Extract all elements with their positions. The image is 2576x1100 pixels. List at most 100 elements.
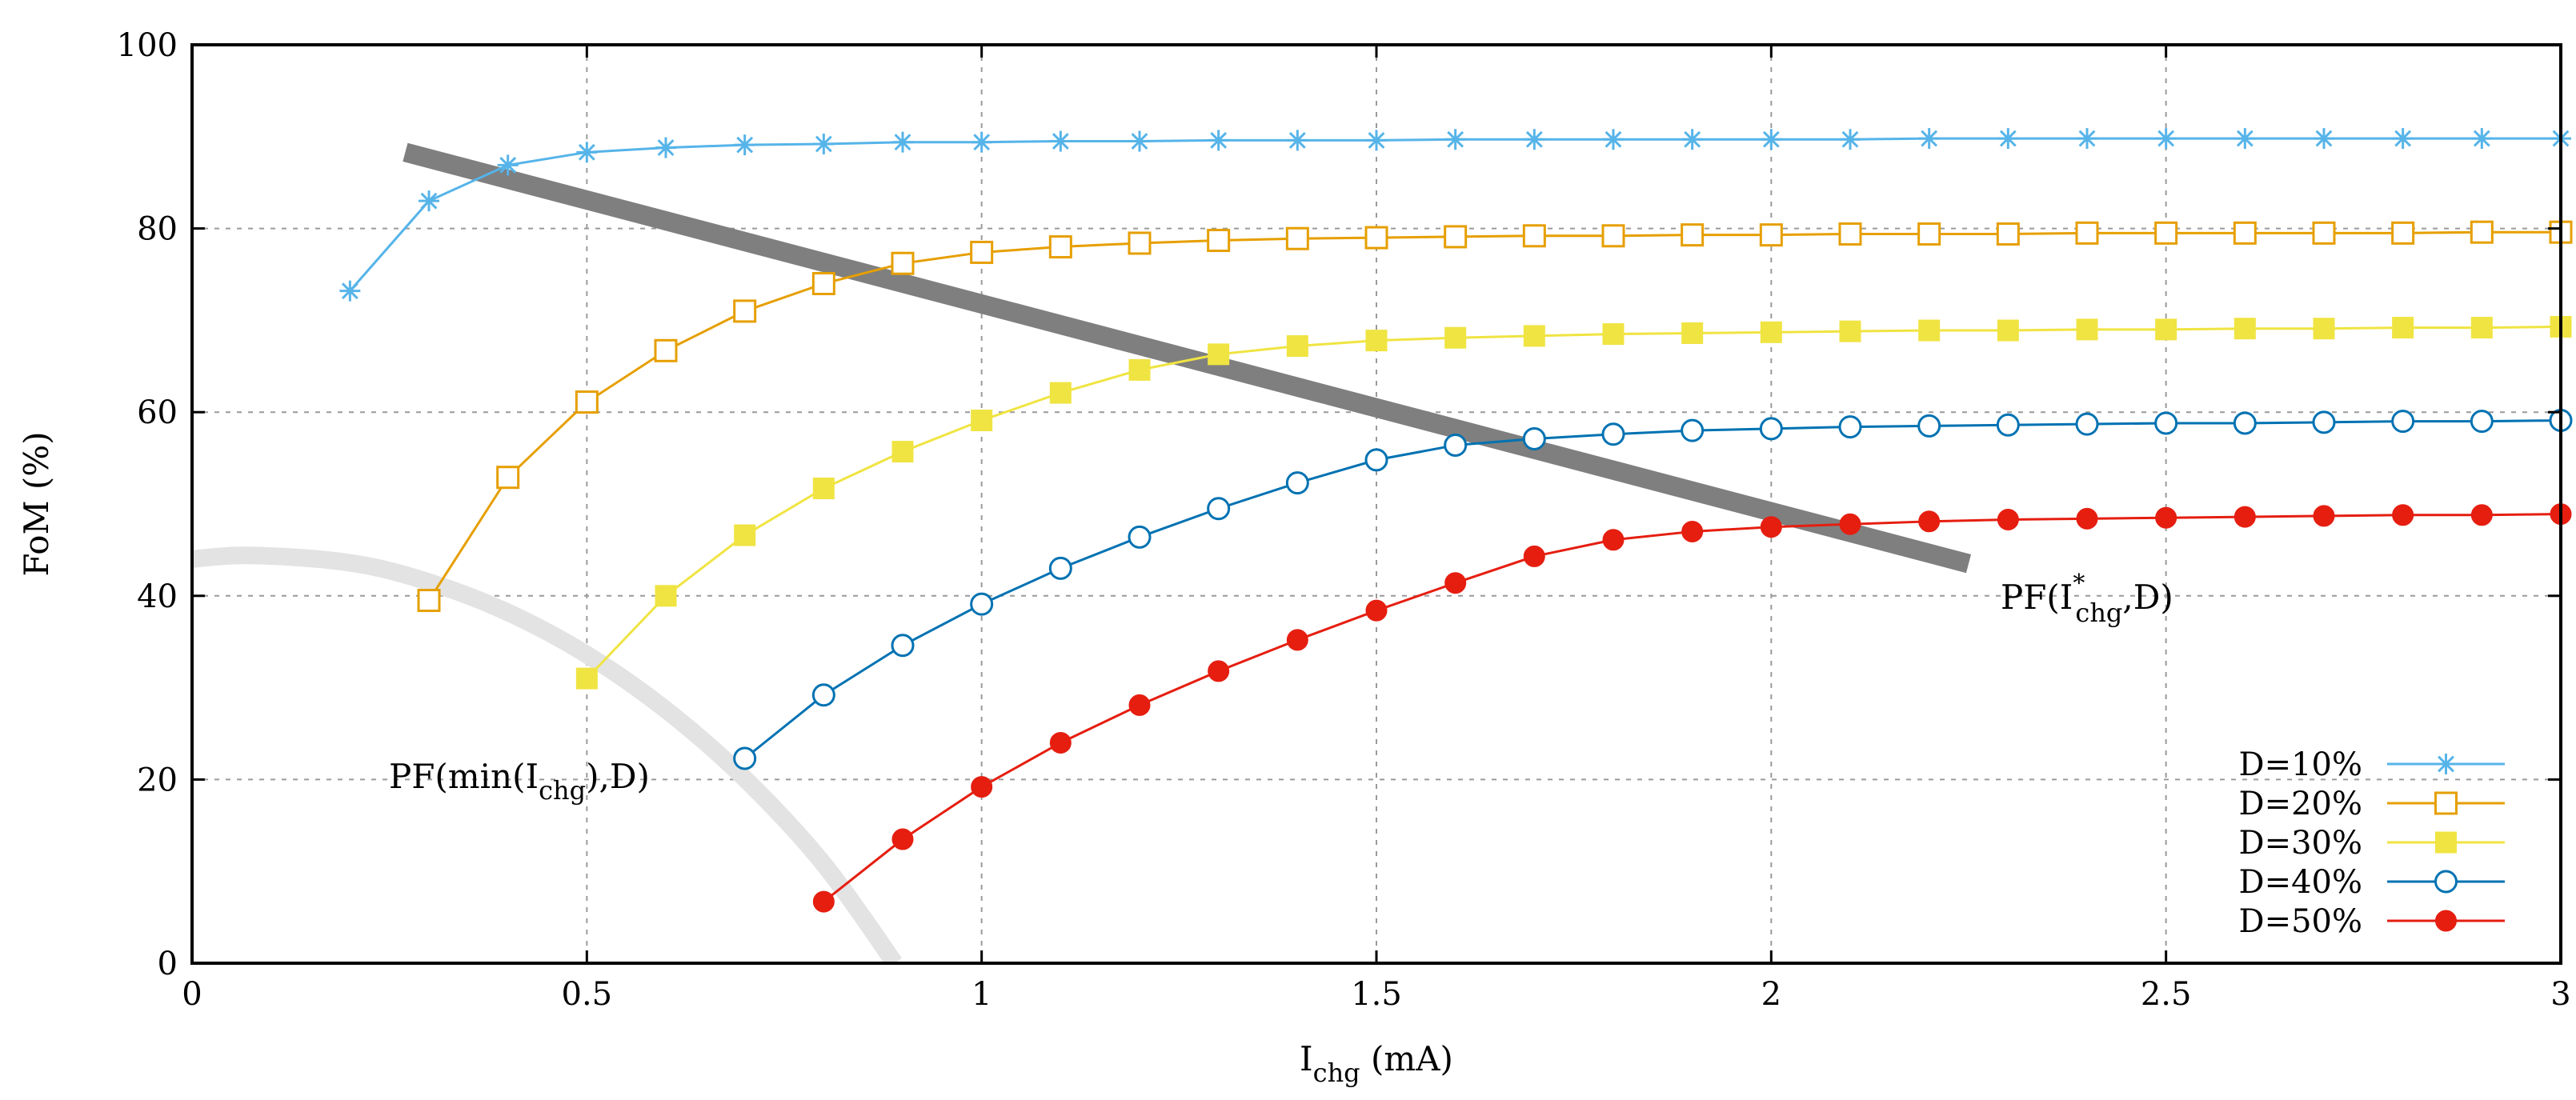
star-stroke	[2078, 130, 2096, 147]
data-point-d50	[891, 828, 914, 850]
data-point-d10	[1840, 129, 1861, 150]
x-axis-title: Ichg (mA)	[1300, 1039, 1453, 1088]
y-tick-label: 60	[137, 394, 178, 431]
data-point-d50	[971, 776, 993, 798]
axis-ticks: 0 0.5 1 1.5 2 2.5 3 0 20 40 60 80 100	[117, 27, 2571, 1013]
data-point-d40	[811, 683, 835, 707]
data-point-d30	[575, 667, 598, 690]
data-point-d40	[2233, 411, 2257, 435]
data-point-d20	[2233, 221, 2257, 245]
data-point-d30	[1918, 319, 1941, 342]
x-axis-title-unit: (mA)	[1360, 1039, 1453, 1078]
star-stroke	[1131, 133, 1148, 150]
data-point-d10	[1603, 129, 1624, 150]
data-point-d40	[1522, 426, 1546, 450]
annot-post: ,D)	[2122, 578, 2173, 617]
data-point-d40	[2075, 412, 2099, 436]
data-point-d40	[2312, 410, 2336, 434]
data-point-d20	[1285, 226, 1309, 250]
data-point-d50	[1049, 731, 1072, 754]
data-point-d50	[1128, 694, 1151, 716]
y-tick-label: 80	[137, 211, 178, 248]
data-point-d20	[1048, 235, 1072, 259]
data-point-d50	[2392, 504, 2414, 526]
data-point-d40	[1285, 471, 1309, 495]
data-point-d50	[1208, 660, 1230, 682]
star-stroke	[1368, 131, 1385, 149]
data-point-d20	[1838, 222, 1862, 246]
data-point-d40	[733, 746, 757, 770]
data-point-d20	[2154, 221, 2178, 245]
star-stroke	[341, 282, 359, 300]
data-point-d50	[812, 890, 835, 913]
star-stroke	[2315, 130, 2333, 147]
axis-labels: Ichg (mA) FoM (%)	[17, 431, 1453, 1088]
data-point-d10	[1761, 129, 1782, 150]
x-tick-label: 3	[2550, 976, 2570, 1013]
data-point-d20	[1601, 224, 1625, 248]
data-point-d50	[1760, 516, 1782, 538]
data-point-d50	[1918, 510, 1941, 533]
data-point-d30	[1208, 343, 1230, 366]
data-point-d10	[1918, 128, 1940, 150]
data-point-d10	[1444, 129, 1466, 150]
star-stroke	[499, 156, 517, 174]
data-point-d30	[1128, 358, 1151, 381]
legend-marker	[2434, 791, 2458, 815]
data-point-d20	[1522, 224, 1546, 248]
data-point-d40	[2154, 411, 2178, 435]
data-point-d10	[813, 133, 835, 154]
data-point-d50	[2470, 504, 2493, 526]
data-point-d50	[1839, 513, 1861, 535]
legend-item-d50: D=50%	[2239, 903, 2505, 940]
legend-marker	[2435, 754, 2457, 774]
legend-label: D=20%	[2239, 786, 2363, 822]
data-point-d20	[654, 338, 678, 362]
data-point-d30	[1523, 325, 1545, 347]
pareto-front-min-label: PF(min(Ichg),D)	[389, 757, 650, 806]
data-point-d50	[1997, 509, 2019, 531]
data-point-d30	[891, 441, 914, 463]
data-point-d30	[1760, 321, 1782, 343]
y-tick-label: 20	[137, 762, 178, 798]
data-point-d10	[2077, 128, 2097, 150]
data-point-d30	[1286, 335, 1308, 358]
data-point-d20	[811, 271, 835, 295]
data-point-d40	[1996, 413, 2020, 437]
data-point-d20	[970, 240, 994, 264]
data-point-d30	[2470, 317, 2493, 339]
star-stroke	[1921, 130, 1938, 147]
data-point-d20	[575, 390, 599, 414]
x-tick-label: 0.5	[562, 976, 613, 1013]
data-point-d10	[892, 131, 913, 153]
data-point-d20	[1996, 222, 2020, 246]
annotations: PF(I* chg,D) PF(min(Ichg),D)	[389, 570, 2173, 806]
annot-pre: PF(min(I	[389, 757, 539, 796]
data-point-d10	[1997, 128, 2019, 150]
pareto-front-optimal-label: PF(I* chg,D)	[2001, 570, 2173, 628]
star-stroke	[2473, 130, 2490, 147]
legend-item-d20: D=20%	[2239, 786, 2505, 822]
data-point-d20	[1917, 222, 1941, 246]
star-stroke	[736, 136, 754, 154]
data-point-d50	[2155, 506, 2177, 529]
series-d50	[812, 503, 2572, 913]
data-point-d10	[1366, 130, 1387, 151]
pareto-front-min-ichg	[192, 546, 903, 963]
star-stroke	[420, 192, 438, 210]
star-stroke	[2438, 755, 2454, 773]
data-point-d40	[2470, 410, 2494, 434]
star-stroke	[1288, 131, 1306, 149]
star-stroke	[578, 143, 595, 161]
legend-label: D=40%	[2239, 864, 2363, 901]
data-point-d50	[1602, 529, 1625, 551]
data-point-d50	[1681, 520, 1704, 542]
data-point-d30	[1839, 320, 1861, 342]
data-point-d10	[971, 131, 992, 153]
data-point-d10	[1524, 129, 1545, 150]
star-stroke	[2236, 130, 2253, 147]
data-point-d40	[1364, 448, 1388, 472]
data-point-d30	[2076, 318, 2098, 341]
legend-label: D=30%	[2239, 825, 2363, 862]
annot-pre: PF(I	[2001, 578, 2073, 617]
